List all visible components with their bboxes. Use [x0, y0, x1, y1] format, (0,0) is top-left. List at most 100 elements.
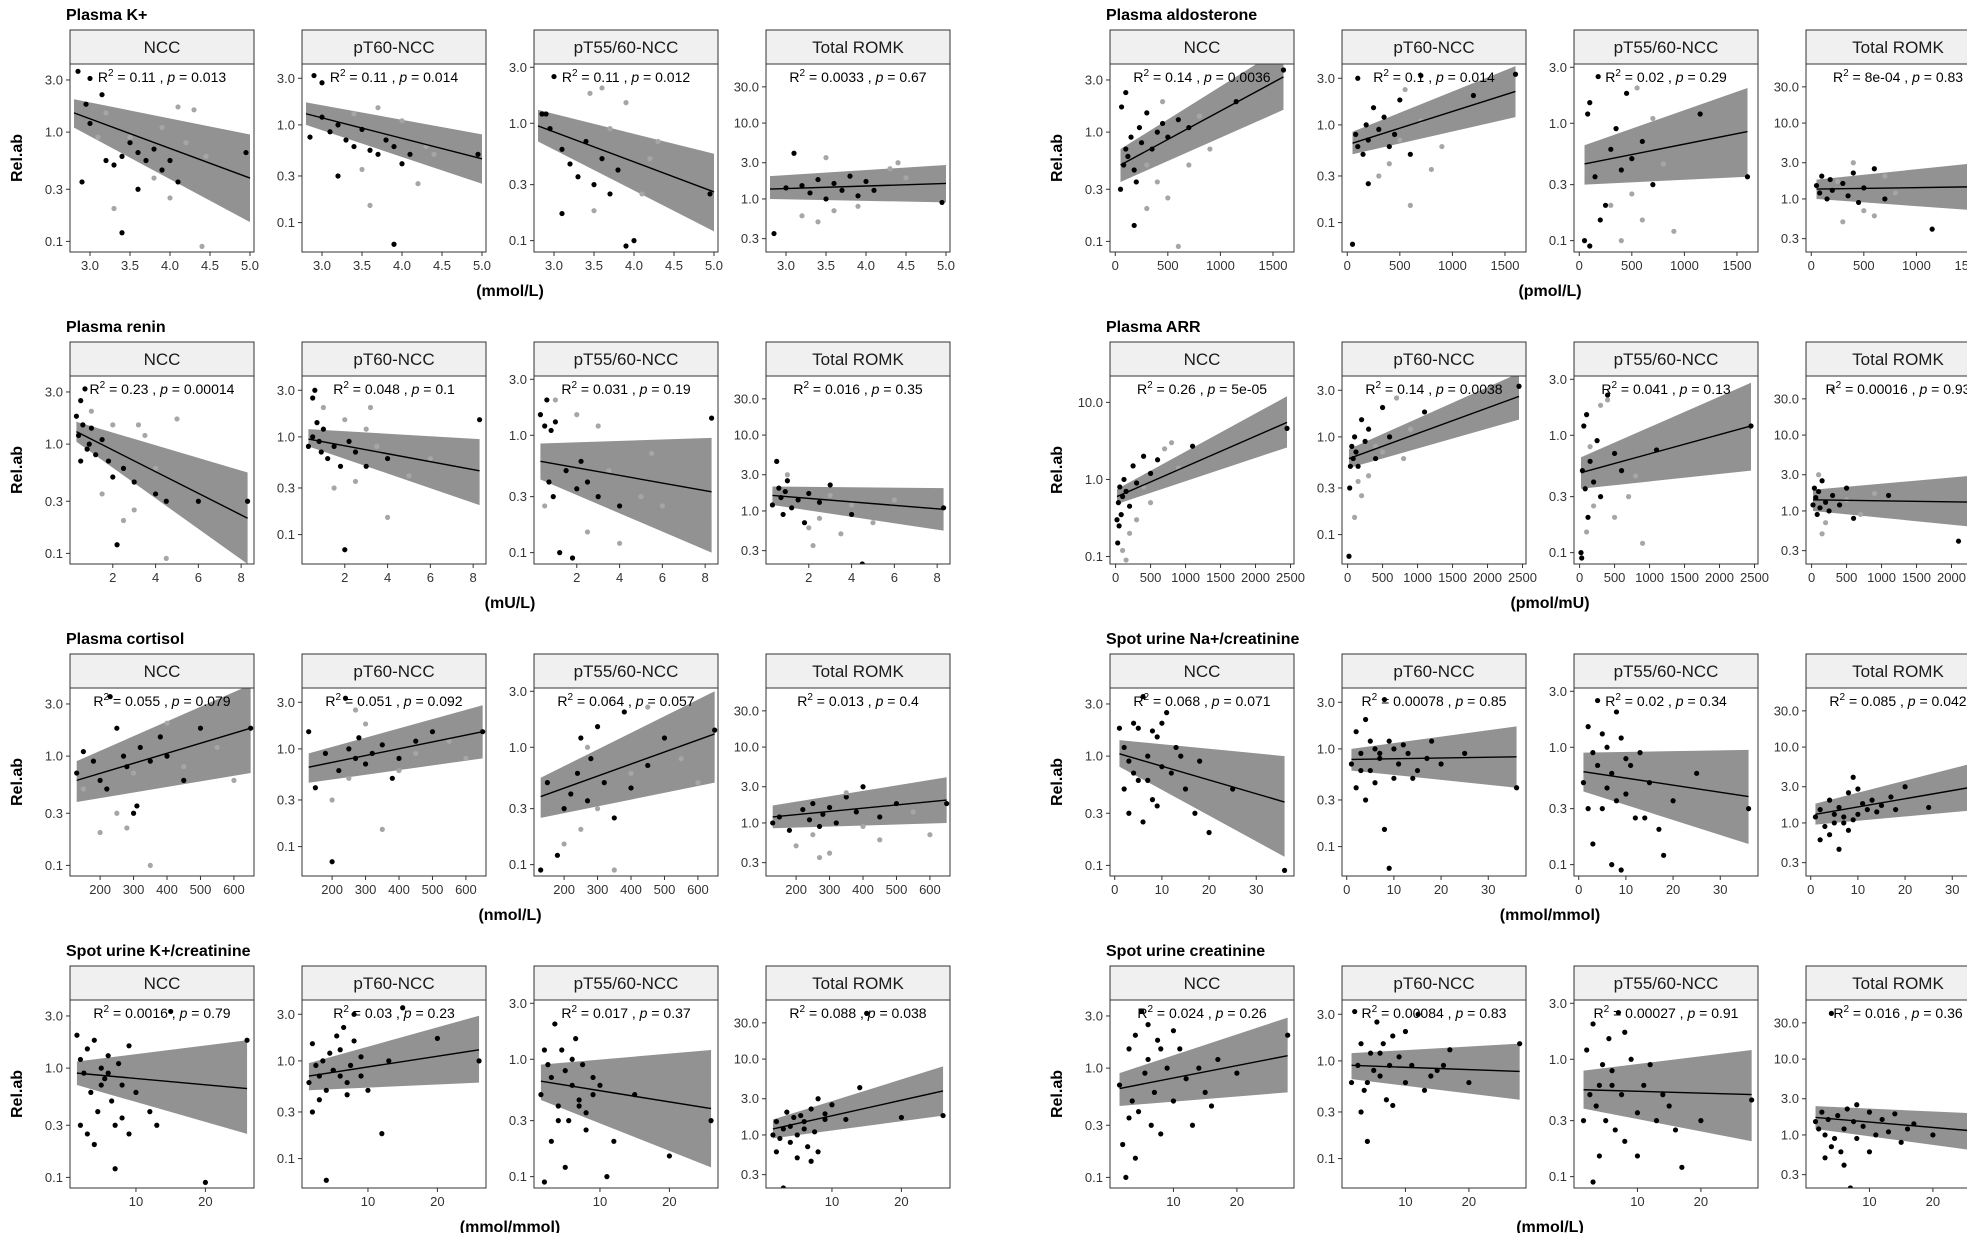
data-point [548, 427, 554, 434]
data-point [1280, 67, 1287, 73]
x-tick-label: 10 [1398, 1194, 1412, 1209]
y-tick-label: 3.0 [45, 696, 63, 711]
x-tick-label: 500 [1389, 258, 1411, 273]
y-axis-label: Rel.ab [9, 1070, 26, 1118]
data-point [1864, 806, 1870, 813]
data-point [588, 756, 594, 762]
data-point [615, 167, 621, 173]
x-tick-label: 500 [1604, 570, 1626, 585]
panel-strip-label: pT55/60-NCC [574, 38, 679, 57]
data-point [1930, 1132, 1936, 1138]
y-tick-label: 0.3 [277, 1104, 295, 1119]
panel-total-romk: Total ROMK R2 = 8e-04 , p = 0.83 0.3 1.0 3.0… [1774, 29, 1967, 273]
data-point [1835, 1112, 1841, 1119]
data-point [1396, 1054, 1402, 1060]
data-point [838, 531, 844, 537]
data-point [157, 734, 163, 740]
data-point [1116, 1082, 1123, 1088]
data-point [384, 455, 391, 462]
data-point [163, 498, 169, 504]
data-point [1822, 520, 1829, 526]
data-point [1850, 1118, 1857, 1125]
confidence-band [1583, 1049, 1752, 1142]
data-point [1358, 750, 1364, 756]
data-point [561, 841, 567, 847]
panel-strip-label: Total ROMK [1852, 350, 1944, 369]
y-tick-label: 0.3 [45, 182, 63, 197]
data-point [319, 80, 325, 86]
y-tick-label: 0.3 [1085, 806, 1103, 821]
panel-strip-label: pT60-NCC [1393, 662, 1474, 681]
plot-frame [533, 687, 719, 877]
data-point [1590, 750, 1596, 756]
data-point [114, 725, 120, 731]
plot-content [1812, 1010, 1967, 1188]
data-point [103, 110, 109, 116]
data-point [548, 1138, 554, 1144]
panel-strip [69, 29, 255, 65]
data-point [590, 1092, 596, 1098]
data-point [1196, 1065, 1202, 1071]
data-point [810, 542, 816, 549]
x-tick-label: 3.5 [817, 258, 835, 273]
y-tick-label: 3.0 [1317, 695, 1335, 710]
y-tick-label: 0.1 [277, 1151, 295, 1166]
data-point [475, 151, 481, 157]
data-point [1829, 492, 1836, 499]
confidence-band [76, 421, 248, 564]
data-point [1592, 174, 1598, 180]
data-point [1438, 761, 1444, 767]
panel-strip-label: Total ROMK [812, 350, 904, 369]
data-point [91, 1037, 97, 1043]
x-tick-label: 4.0 [161, 258, 179, 273]
data-point [363, 463, 369, 469]
data-point [1379, 449, 1386, 455]
panel-pt60-ncc: pT60-NCC R2 = 0.11 , p = 0.014 0.1 0.3 1.0 3.… [277, 29, 491, 273]
panel-strip [1805, 341, 1967, 377]
x-tick-label: 4.5 [665, 258, 683, 273]
y-tick-label: 1.0 [1085, 125, 1103, 140]
group-plasma-renin: Plasma renin Rel.ab (mU/L) NCC R2 = 0.23 , p… [9, 319, 951, 612]
plot-content [306, 1005, 482, 1183]
data-point [1161, 446, 1168, 452]
y-tick-label: 0.3 [509, 177, 527, 192]
x-tick-label: 0 [1575, 882, 1582, 897]
x-tick-label: 8 [702, 570, 709, 585]
panel-strip-label: pT60-NCC [353, 38, 434, 57]
data-point [1585, 514, 1591, 520]
data-point [1745, 806, 1752, 812]
data-point [801, 1126, 807, 1132]
y-tick-label: 3.0 [1781, 155, 1799, 170]
data-point [1381, 696, 1388, 703]
fit-line [1348, 395, 1520, 460]
fit-line [1583, 1089, 1752, 1096]
data-point [1371, 1067, 1377, 1073]
confidence-band [770, 165, 946, 203]
data-point [554, 852, 561, 858]
fit-line [1580, 425, 1752, 474]
data-point [1407, 426, 1414, 432]
data-point [1159, 720, 1165, 726]
data-point [1580, 1118, 1587, 1124]
data-point [114, 810, 120, 816]
y-tick-label: 10.0 [1774, 116, 1799, 131]
data-point [944, 800, 950, 807]
plot-area [766, 376, 950, 564]
data-point [1898, 1139, 1904, 1145]
data-point [1834, 178, 1841, 185]
data-point [810, 832, 816, 838]
plot-content [1349, 66, 1519, 247]
data-point [375, 105, 381, 111]
x-tick-label: 5.0 [473, 258, 491, 273]
data-point [351, 1011, 357, 1017]
data-point [816, 823, 823, 830]
data-point [1597, 217, 1603, 223]
y-tick-label: 30.0 [1774, 1015, 1799, 1030]
confidence-band [1120, 64, 1284, 182]
x-tick-label: 2 [109, 570, 116, 585]
data-point [574, 770, 581, 776]
y-tick-label: 3.0 [1085, 696, 1103, 711]
y-tick-label: 0.3 [1085, 182, 1103, 197]
data-point [606, 468, 612, 474]
y-tick-label: 1.0 [1781, 191, 1799, 206]
